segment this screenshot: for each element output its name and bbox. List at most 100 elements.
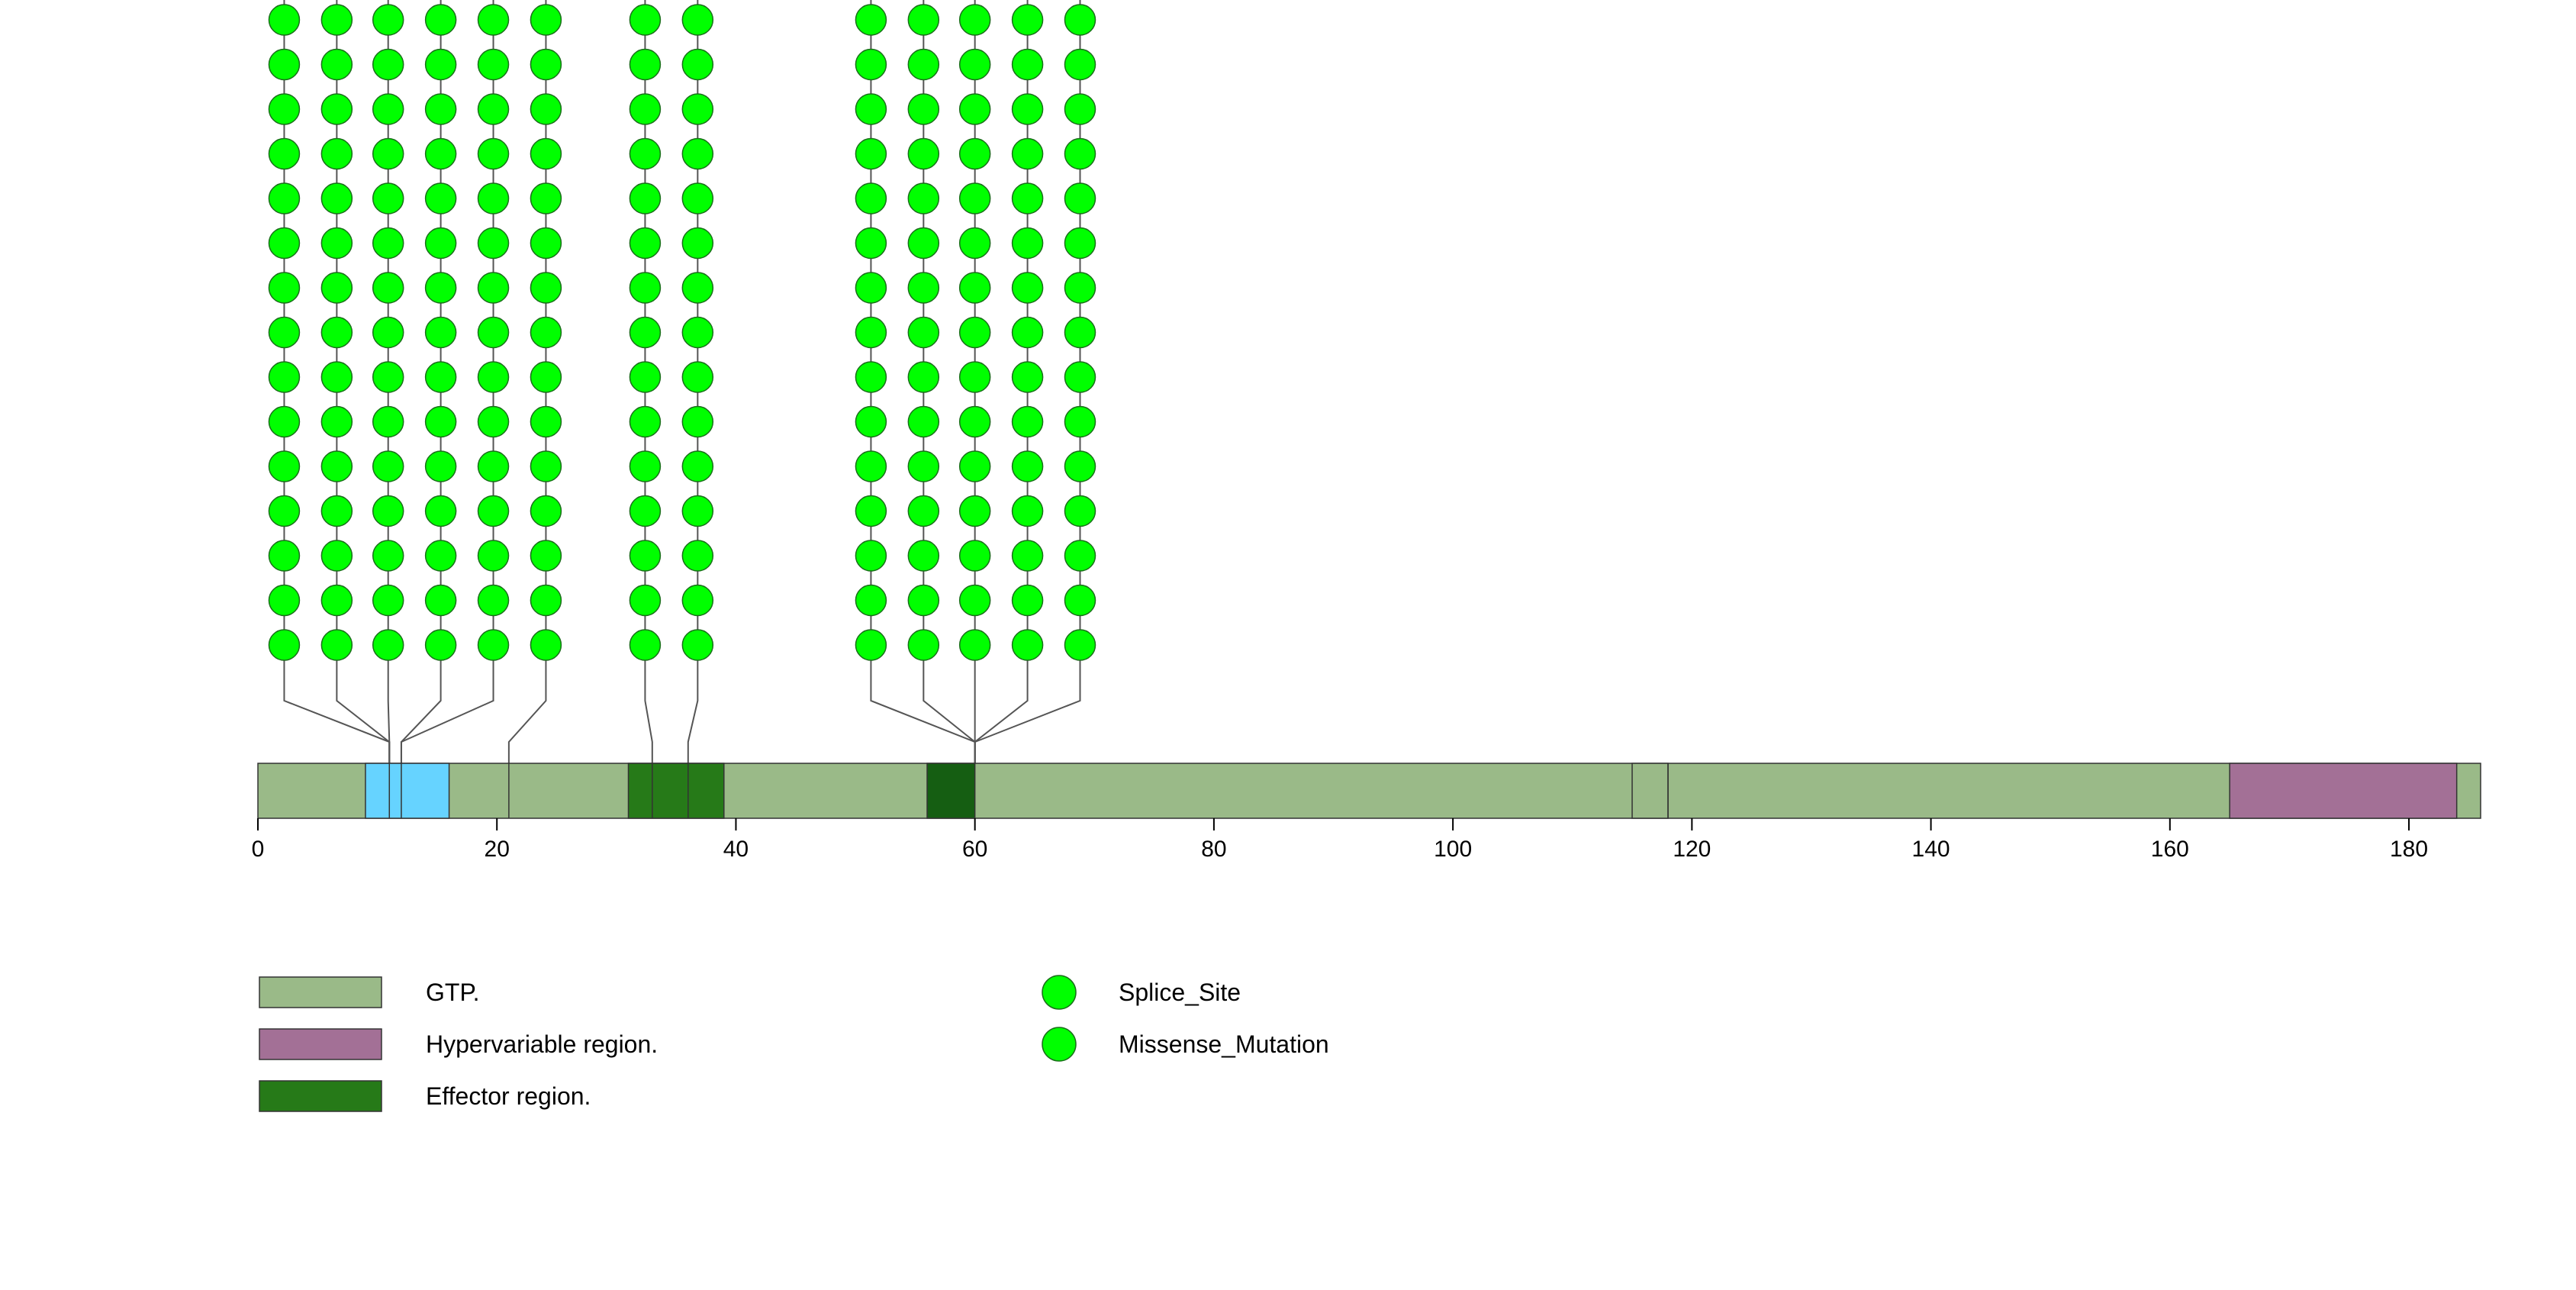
legend-label-0: GTP. [426,979,480,1006]
mutation-dot-3-7 [424,316,457,349]
legend-mutation-dot-0 [1042,975,1077,1010]
mutation-dot-4-10 [477,182,510,214]
mutation-dot-4-1 [477,584,510,617]
mutation-dot-7-5 [681,405,714,438]
legend-mutation-label-0: Splice_Site [1119,979,1241,1006]
mutation-dot-12-5 [1064,405,1096,438]
protein-bar [257,763,2481,819]
mutation-dot-10-10 [958,182,991,214]
mutation-dot-3-13 [424,48,457,81]
mutation-dot-10-7 [958,316,991,349]
mutation-dot-2-4 [372,450,404,482]
mutation-dot-7-9 [681,227,714,260]
mutation-dot-0-13 [268,48,301,81]
mutation-dot-11-2 [1011,540,1044,572]
mutation-dot-7-13 [681,48,714,81]
mutation-dot-9-8 [907,272,940,304]
mutation-dot-2-2 [372,540,404,572]
mutation-dot-8-14 [855,4,887,36]
mutation-dot-4-6 [477,361,510,393]
mutation-dot-5-2 [530,540,562,572]
mutation-dot-3-8 [424,272,457,304]
x-tick-label-6: 120 [1673,837,1711,862]
mutation-dot-11-10 [1011,182,1044,214]
mutation-dot-2-12 [372,93,404,125]
mutation-dot-9-1 [907,584,940,617]
mutation-dot-11-14 [1011,4,1044,36]
mutation-dot-3-10 [424,182,457,214]
mutation-dot-2-9 [372,227,404,260]
x-tick-label-7: 140 [1912,837,1950,862]
mutation-dot-2-10 [372,182,404,214]
mutation-dot-12-7 [1064,316,1096,349]
mutation-dot-0-6 [268,361,301,393]
mutation-dot-12-8 [1064,272,1096,304]
mutation-dot-7-3 [681,495,714,527]
mutation-dot-7-14 [681,4,714,36]
mutation-dot-0-14 [268,4,301,36]
mutation-dot-10-6 [958,361,991,393]
mutation-dot-0-5 [268,405,301,438]
x-tick-label-9: 180 [2390,837,2428,862]
mutation-dot-6-3 [629,495,662,527]
mutation-dot-1-8 [320,272,353,304]
mutation-dot-5-6 [530,361,562,393]
mutation-dot-9-9 [907,227,940,260]
mutation-dot-6-12 [629,93,662,125]
mutation-dot-4-11 [477,137,510,170]
mutation-dot-8-0 [855,629,887,661]
mutation-dot-2-7 [372,316,404,349]
legend: GTP. Hypervariable region. Effector region… [259,975,1329,1112]
mutation-dot-12-11 [1064,137,1096,170]
legend-swatch-1 [259,1028,382,1060]
mutation-dot-12-3 [1064,495,1096,527]
mutation-dot-11-5 [1011,405,1044,438]
mutation-dot-11-3 [1011,495,1044,527]
mutation-dot-4-4 [477,450,510,482]
mutation-dot-11-6 [1011,361,1044,393]
mutation-dot-5-1 [530,584,562,617]
domain-1 [365,763,450,819]
mutation-dot-2-5 [372,405,404,438]
mutation-dot-5-0 [530,629,562,661]
mutation-dot-10-5 [958,405,991,438]
mutation-dot-12-4 [1064,450,1096,482]
mutation-dot-0-7 [268,316,301,349]
mutation-stem-5 [507,0,547,763]
mutation-dot-10-14 [958,4,991,36]
domain-4 [1631,763,1669,819]
mutation-dot-0-0 [268,629,301,661]
mutation-dot-4-14 [477,4,510,36]
mutation-dot-10-1 [958,584,991,617]
mutation-dot-6-2 [629,540,662,572]
mutation-dot-2-11 [372,137,404,170]
mutation-dot-11-4 [1011,450,1044,482]
mutation-dot-1-13 [320,48,353,81]
mutation-dots [268,4,1096,661]
legend-mutation-dot-1 [1042,1027,1077,1062]
mutation-dot-7-12 [681,93,714,125]
mutation-dot-1-6 [320,361,353,393]
mutation-dot-6-5 [629,405,662,438]
mutation-dot-10-11 [958,137,991,170]
mutation-dot-9-13 [907,48,940,81]
mutation-dot-0-4 [268,450,301,482]
mutation-dot-6-7 [629,316,662,349]
mutation-dot-5-12 [530,93,562,125]
mutation-dot-4-8 [477,272,510,304]
mutation-dot-5-14 [530,4,562,36]
domain-0 [257,763,2481,819]
x-tick-label-1: 20 [485,837,510,862]
mutation-dot-7-10 [681,182,714,214]
legend-mutation-label-1: Missense_Mutation [1119,1030,1329,1058]
mutation-dot-0-3 [268,495,301,527]
mutation-dot-6-1 [629,584,662,617]
mutation-dot-9-0 [907,629,940,661]
mutation-dot-8-6 [855,361,887,393]
mutation-dot-0-1 [268,584,301,617]
mutation-dot-10-12 [958,93,991,125]
mutation-dot-3-1 [424,584,457,617]
mutation-dot-0-10 [268,182,301,214]
mutation-dot-7-11 [681,137,714,170]
